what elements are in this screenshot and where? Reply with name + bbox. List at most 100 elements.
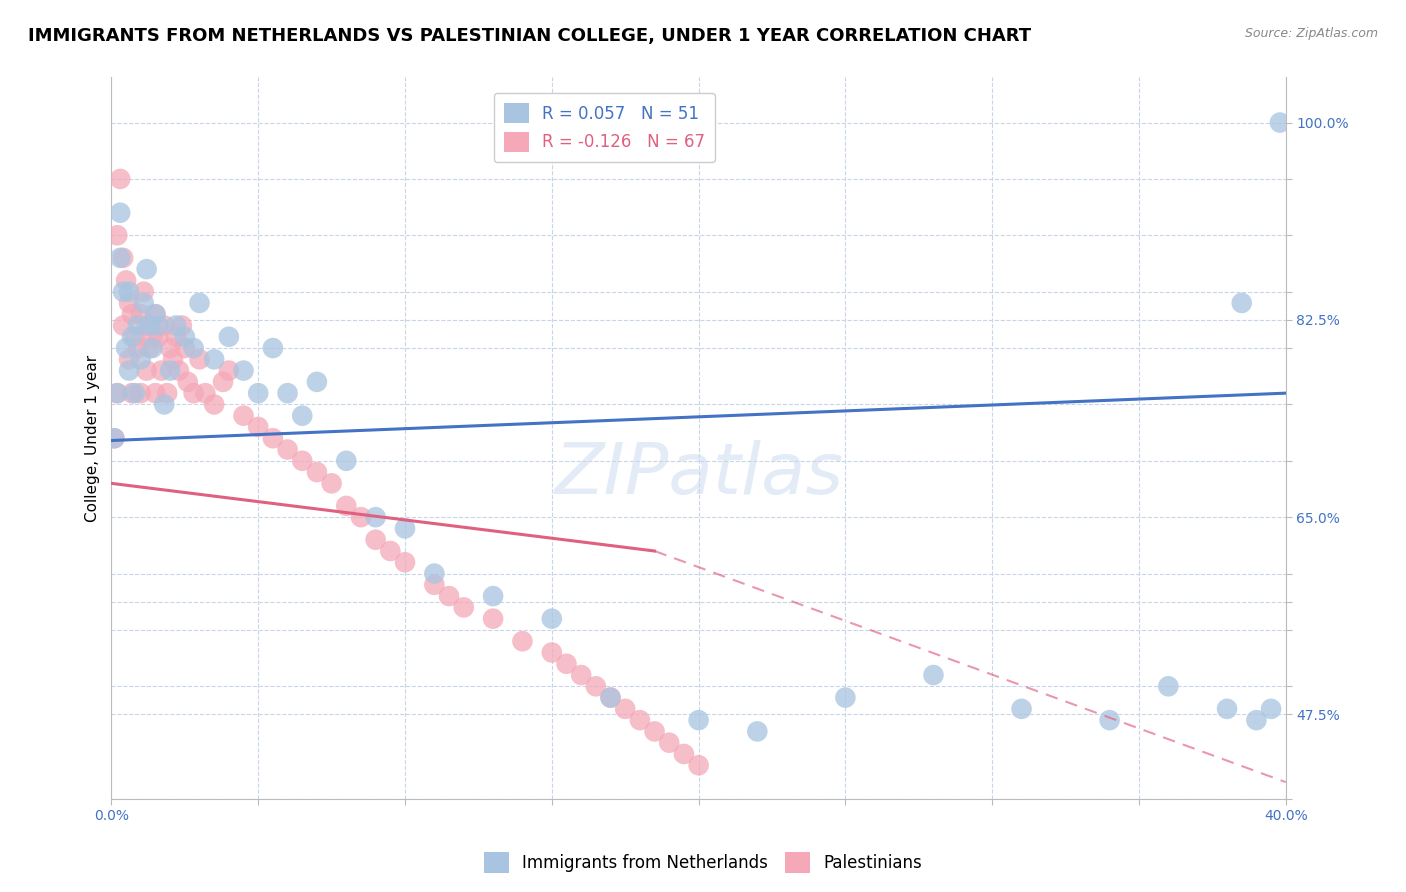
Point [127,341,149,355]
Point [188,352,211,367]
Point [110,172,132,186]
Point [569,668,592,682]
Point [138,318,160,333]
Point [183,386,205,401]
Point [129,352,152,367]
Point [105,228,128,243]
Point [262,341,284,355]
Point [153,318,176,333]
Point [232,409,254,423]
Point [135,318,157,333]
Point [394,555,416,569]
Point [232,363,254,377]
Point [423,578,446,592]
Point [124,330,146,344]
Point [167,363,190,377]
Legend: Immigrants from Netherlands, Palestinians: Immigrants from Netherlands, Palestinian… [478,846,928,880]
Point [614,702,637,716]
Point [138,341,160,355]
Point [165,318,187,333]
Point [394,521,416,535]
Point [103,431,125,445]
Point [291,409,314,423]
Point [112,318,135,333]
Point [118,285,141,299]
Point [291,454,314,468]
Point [599,690,621,705]
Point [218,330,240,344]
Point [1260,702,1282,716]
Point [183,341,205,355]
Point [112,251,135,265]
Point [112,285,135,299]
Point [159,341,181,355]
Point [1011,702,1033,716]
Point [124,386,146,401]
Point [1216,702,1239,716]
Point [118,296,141,310]
Point [110,251,132,265]
Point [540,645,562,659]
Point [145,307,167,321]
Point [1230,296,1253,310]
Point [148,318,170,333]
Point [148,330,170,344]
Point [173,330,195,344]
Point [247,420,270,434]
Legend: R = 0.057   N = 51, R = -0.126   N = 67: R = 0.057 N = 51, R = -0.126 N = 67 [494,93,716,162]
Point [658,736,681,750]
Point [364,533,387,547]
Point [922,668,945,682]
Point [202,397,225,411]
Point [145,386,167,401]
Point [1157,679,1180,693]
Point [482,589,505,603]
Point [423,566,446,581]
Point [540,612,562,626]
Point [277,442,299,457]
Point [188,296,211,310]
Point [277,386,299,401]
Point [335,499,357,513]
Point [121,330,143,344]
Point [129,307,152,321]
Point [115,341,138,355]
Point [121,386,143,401]
Point [110,206,132,220]
Point [121,307,143,321]
Point [115,273,138,287]
Point [135,363,157,377]
Y-axis label: College, Under 1 year: College, Under 1 year [86,355,100,522]
Point [247,386,270,401]
Point [555,657,578,671]
Text: IMMIGRANTS FROM NETHERLANDS VS PALESTINIAN COLLEGE, UNDER 1 YEAR CORRELATION CHA: IMMIGRANTS FROM NETHERLANDS VS PALESTINI… [28,27,1031,45]
Point [170,318,193,333]
Point [585,679,607,693]
Point [127,318,149,333]
Point [129,386,152,401]
Point [512,634,534,648]
Point [1268,115,1291,129]
Point [162,352,184,367]
Text: ZIPatlas: ZIPatlas [554,440,844,508]
Point [834,690,856,705]
Point [105,386,128,401]
Point [156,386,179,401]
Point [165,330,187,344]
Point [335,454,357,468]
Point [364,510,387,524]
Point [453,600,475,615]
Point [177,375,200,389]
Point [105,386,128,401]
Point [688,758,710,772]
Point [672,747,695,761]
Point [194,386,217,401]
Point [482,612,505,626]
Point [173,341,195,355]
Point [159,363,181,377]
Point [305,375,328,389]
Point [437,589,460,603]
Point [202,352,225,367]
Point [747,724,769,739]
Point [150,363,173,377]
